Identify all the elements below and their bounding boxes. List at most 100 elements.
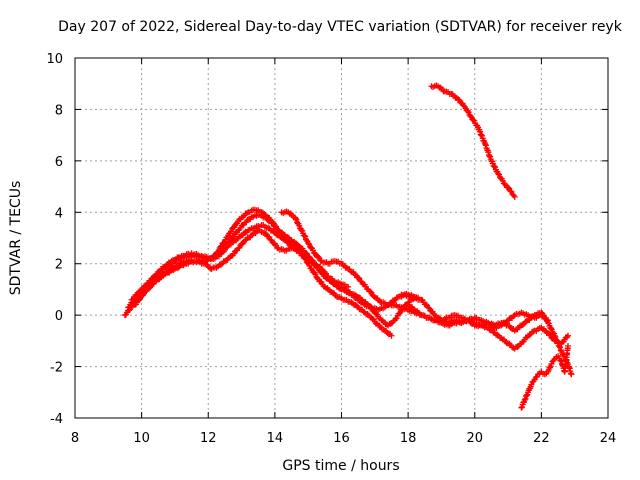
data-point <box>557 344 564 351</box>
data-point <box>507 187 514 194</box>
y-tick-label: 4 <box>55 206 63 221</box>
x-tick-label: 14 <box>267 431 284 446</box>
y-tick-label: 6 <box>55 155 63 170</box>
data-point <box>396 310 403 317</box>
x-tick-label: 22 <box>533 431 550 446</box>
data-point <box>261 229 268 236</box>
data-point <box>265 224 272 231</box>
data-point <box>455 96 462 103</box>
y-tick-label: 0 <box>55 309 63 324</box>
x-tick-label: 12 <box>200 431 217 446</box>
data-point <box>538 325 545 331</box>
data-point <box>315 253 322 260</box>
chart-title: Day 207 of 2022, Sidereal Day-to-day VTE… <box>58 19 623 35</box>
data-point <box>314 274 321 281</box>
data-point <box>215 247 222 254</box>
data-point <box>217 261 224 268</box>
data-point <box>287 241 294 248</box>
data-point <box>329 289 336 296</box>
data-point <box>507 324 514 331</box>
y-axis-label: SDTVAR / TECUs <box>8 181 24 296</box>
x-tick-label: 20 <box>466 431 483 446</box>
series-track-8 <box>428 82 518 200</box>
data-point <box>526 332 533 339</box>
data-point <box>557 357 564 364</box>
data-point <box>345 283 352 290</box>
data-point <box>355 296 362 303</box>
data-point <box>491 163 498 170</box>
data-point <box>347 268 354 275</box>
data-point <box>387 320 394 327</box>
data-point <box>355 274 362 281</box>
data-point <box>244 217 251 224</box>
data-point <box>510 344 517 351</box>
data-point <box>138 286 145 293</box>
data-point <box>551 332 558 339</box>
data-point <box>511 327 518 334</box>
data-point <box>133 291 140 298</box>
data-point <box>305 240 312 247</box>
data-point <box>141 289 148 295</box>
y-tick-label: -2 <box>50 361 63 376</box>
series-track-1 <box>121 227 395 339</box>
data-point <box>388 332 395 339</box>
data-point <box>556 343 563 350</box>
data-point <box>221 258 228 265</box>
data-point <box>311 260 318 267</box>
data-point <box>291 245 298 252</box>
data-point <box>505 184 512 191</box>
x-tick-label: 10 <box>133 431 150 446</box>
data-point <box>495 170 502 177</box>
data-point <box>490 329 497 336</box>
series-track-7 <box>398 290 575 378</box>
y-tick-label: 2 <box>55 258 63 273</box>
data-point <box>425 304 432 311</box>
x-axis-label: GPS time / hours <box>282 458 399 474</box>
data-point <box>565 332 572 339</box>
data-point <box>547 364 554 371</box>
x-tick-label: 18 <box>400 431 417 446</box>
data-point <box>241 229 248 236</box>
data-point <box>299 250 306 257</box>
data-point <box>511 193 518 200</box>
y-tick-label: -4 <box>50 412 63 427</box>
data-point <box>514 343 521 350</box>
data-layer <box>121 82 575 411</box>
data-point <box>519 322 526 329</box>
y-tick-label: 8 <box>55 103 63 118</box>
data-point <box>391 297 398 304</box>
data-point <box>241 237 248 244</box>
data-point <box>540 311 547 318</box>
data-point <box>467 319 474 326</box>
x-tick-label: 8 <box>71 431 79 446</box>
data-point <box>494 331 501 338</box>
data-point <box>521 397 528 403</box>
data-point <box>292 215 299 222</box>
series-track-4 <box>131 206 352 308</box>
data-point <box>364 311 371 318</box>
plot-frame <box>74 57 609 419</box>
data-point <box>384 330 391 337</box>
data-point <box>498 335 505 342</box>
data-point <box>547 325 554 332</box>
data-point <box>288 237 295 244</box>
data-point <box>214 248 221 255</box>
data-point <box>477 128 484 135</box>
data-point <box>392 315 399 322</box>
data-point <box>565 343 572 349</box>
data-point <box>301 232 308 239</box>
data-point <box>460 102 467 109</box>
data-point <box>465 109 472 116</box>
data-point <box>217 243 224 250</box>
data-point <box>470 117 477 124</box>
data-point <box>568 371 575 378</box>
data-point <box>496 171 503 178</box>
data-point <box>518 404 525 411</box>
data-point <box>243 210 250 217</box>
y-tick-label: 10 <box>46 52 63 67</box>
data-point <box>135 297 142 304</box>
data-point <box>274 226 281 233</box>
grid-layer <box>75 58 608 418</box>
